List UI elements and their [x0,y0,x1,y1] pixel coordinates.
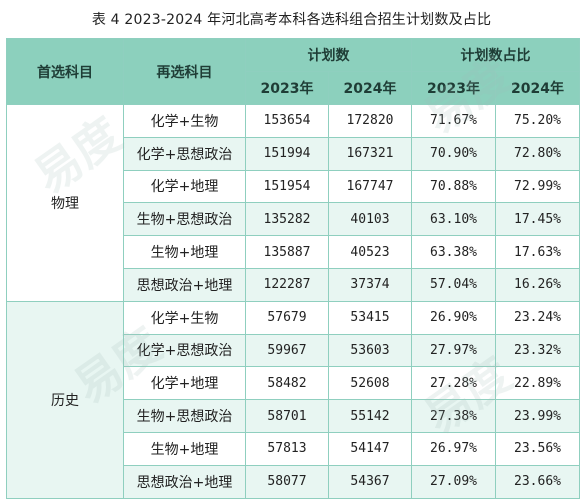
group-history: 历史 化学+生物 57679 53415 26.90% 23.24% 化学+思想政治 5996… [6,300,580,499]
ratio-2024-cell: 23.66% [495,464,580,499]
ratio-2024-cell: 16.26% [495,267,580,302]
header-second-subject: 再选科目 [123,38,246,105]
table-title: 表 4 2023-2024 年河北高考本科各选科组合招生计划数及占比 [91,12,492,28]
count-2023-cell: 57813 [245,431,329,466]
count-2023-cell: 58077 [245,464,329,499]
table-row: 化学+地理 58482 52608 27.28% 22.89% [7,366,580,401]
count-2024-cell: 53603 [328,333,412,368]
table-row: 化学+思想政治 151994 167321 70.90% 72.80% [7,136,580,171]
second-subject-cell: 化学+思想政治 [123,136,246,171]
second-subject-cell: 思想政治+地理 [123,464,246,499]
ratio-2023-cell: 26.90% [411,300,496,335]
ratio-2023-cell: 27.28% [411,366,496,401]
ratio-2023-cell: 63.10% [411,202,496,237]
count-2023-cell: 58701 [245,399,329,433]
ratio-2023-cell: 71.67% [411,104,496,138]
header-row-2: 2023年 2024年 2023年 2024年 [7,71,580,105]
count-2024-cell: 53415 [328,300,412,335]
table-header: 首选科目 再选科目 计划数 计划数占比 2023年 2024年 2023年 20… [6,38,580,105]
ratio-2024-cell: 72.99% [495,169,580,204]
count-2023-cell: 58482 [245,366,329,401]
ratio-2024-cell: 72.80% [495,136,580,171]
table-row: 生物+地理 135887 40523 63.38% 17.63% [7,235,580,269]
ratio-2023-cell: 70.88% [411,169,496,204]
count-2023-cell: 122287 [245,267,329,302]
first-subject-cell: 历史 [6,300,124,499]
second-subject-cell: 生物+思想政治 [123,202,246,237]
ratio-2024-cell: 23.99% [495,399,580,433]
header-plan-ratio: 计划数占比 [411,38,580,72]
ratio-2024-cell: 17.63% [495,235,580,269]
header-first-subject: 首选科目 [6,38,124,105]
ratio-2024-cell: 23.56% [495,431,580,466]
ratio-2024-cell: 22.89% [495,366,580,401]
ratio-2023-cell: 27.38% [411,399,496,433]
count-2024-cell: 52608 [328,366,412,401]
count-2024-cell: 54147 [328,431,412,466]
table-row: 生物+思想政治 135282 40103 63.10% 17.45% [7,202,580,237]
ratio-2023-cell: 27.97% [411,333,496,368]
count-2024-cell: 37374 [328,267,412,302]
ratio-2024-cell: 75.20% [495,104,580,138]
header-ratio-2023: 2023年 [411,71,496,105]
second-subject-cell: 化学+地理 [123,169,246,204]
second-subject-cell: 化学+生物 [123,104,246,138]
ratio-2023-cell: 63.38% [411,235,496,269]
ratio-2023-cell: 70.90% [411,136,496,171]
second-subject-cell: 思想政治+地理 [123,267,246,302]
count-2023-cell: 135887 [245,235,329,269]
header-ratio-2024: 2024年 [495,71,580,105]
second-subject-cell: 生物+地理 [123,431,246,466]
second-subject-cell: 化学+思想政治 [123,333,246,368]
count-2023-cell: 151994 [245,136,329,171]
table-row: 生物+地理 57813 54147 26.97% 23.56% [7,431,580,466]
second-subject-cell: 化学+生物 [123,300,246,335]
count-2024-cell: 40523 [328,235,412,269]
count-2023-cell: 151954 [245,169,329,204]
header-count-2023: 2023年 [245,71,329,105]
table-row: 思想政治+地理 122287 37374 57.04% 16.26% [7,267,580,302]
table-row: 思想政治+地理 58077 54367 27.09% 23.66% [7,464,580,499]
second-subject-cell: 生物+思想政治 [123,399,246,433]
ratio-2024-cell: 23.32% [495,333,580,368]
count-2024-cell: 172820 [328,104,412,138]
ratio-2023-cell: 57.04% [411,267,496,302]
count-2024-cell: 40103 [328,202,412,237]
count-2024-cell: 55142 [328,399,412,433]
second-subject-cell: 化学+地理 [123,366,246,401]
table-row: 化学+思想政治 59967 53603 27.97% 23.32% [7,333,580,368]
table-row: 物理 化学+生物 153654 172820 71.67% 75.20% [6,104,580,302]
enrollment-table: 首选科目 再选科目 计划数 计划数占比 2023年 2024年 2023年 20… [6,38,580,499]
table-row: 化学+地理 151954 167747 70.88% 72.99% [7,169,580,204]
count-2023-cell: 57679 [245,300,329,335]
ratio-2023-cell: 26.97% [411,431,496,466]
second-subject-cell: 生物+地理 [123,235,246,269]
group-physics: 物理 化学+生物 153654 172820 71.67% 75.20% 化学+思想政治 15… [6,104,580,302]
count-2023-cell: 135282 [245,202,329,237]
header-plan-count: 计划数 [245,38,412,72]
header-count-2024: 2024年 [328,71,412,105]
count-2023-cell: 153654 [245,104,329,138]
count-2024-cell: 54367 [328,464,412,499]
ratio-2023-cell: 27.09% [411,464,496,499]
count-2023-cell: 59967 [245,333,329,368]
count-2024-cell: 167321 [328,136,412,171]
ratio-2024-cell: 23.24% [495,300,580,335]
table-row: 历史 化学+生物 57679 53415 26.90% 23.24% [6,300,580,499]
header-row-1: 首选科目 再选科目 计划数 计划数占比 [6,38,580,105]
ratio-2024-cell: 17.45% [495,202,580,237]
first-subject-cell: 物理 [6,104,124,302]
count-2024-cell: 167747 [328,169,412,204]
